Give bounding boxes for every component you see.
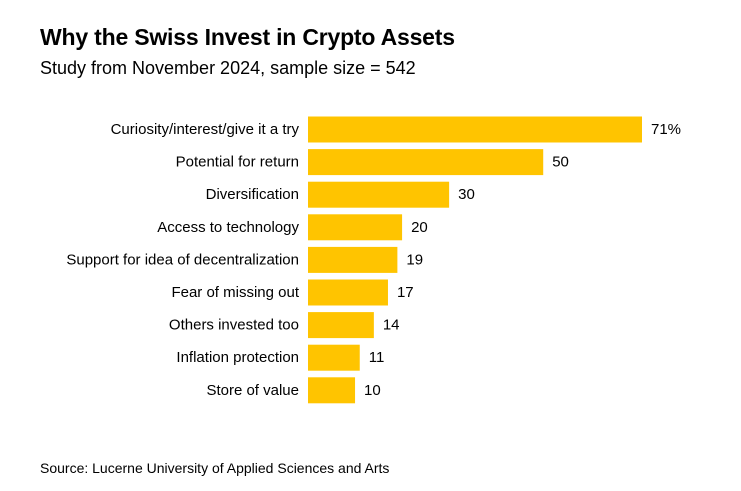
value-label: 50 <box>552 154 569 171</box>
value-label: 14 <box>383 317 400 334</box>
bar <box>308 377 356 404</box>
value-label: 19 <box>406 251 423 268</box>
category-label: Support for idea of decentralization <box>66 251 299 268</box>
bar <box>308 181 450 208</box>
category-label: Diversification <box>206 186 299 203</box>
bar <box>308 312 374 339</box>
bars-layer: Curiosity/interest/give it a try 71% Poten… <box>66 116 681 404</box>
bar <box>308 149 544 176</box>
bar <box>308 279 388 306</box>
chart-title: Why the Swiss Invest in Crypto Assets <box>40 24 455 50</box>
bar <box>308 116 642 143</box>
value-label: 30 <box>458 186 475 203</box>
category-label: Others invested too <box>169 317 299 334</box>
value-label: 17 <box>397 284 414 301</box>
category-label: Access to technology <box>157 219 299 236</box>
category-label: Curiosity/interest/give it a try <box>111 121 300 138</box>
value-label: 11 <box>369 349 385 366</box>
category-label: Potential for return <box>176 154 299 171</box>
value-label: 20 <box>411 219 428 236</box>
bar <box>308 214 403 241</box>
value-label: 71% <box>651 121 681 138</box>
source-note: Source: Lucerne University of Applied Sc… <box>40 460 390 476</box>
bar <box>308 246 398 273</box>
category-label: Fear of missing out <box>171 284 299 301</box>
chart-subtitle: Study from November 2024, sample size = … <box>40 58 416 78</box>
value-label: 10 <box>364 382 381 399</box>
category-label: Store of value <box>206 382 299 399</box>
bar <box>308 344 360 371</box>
category-label: Inflation protection <box>176 349 299 366</box>
